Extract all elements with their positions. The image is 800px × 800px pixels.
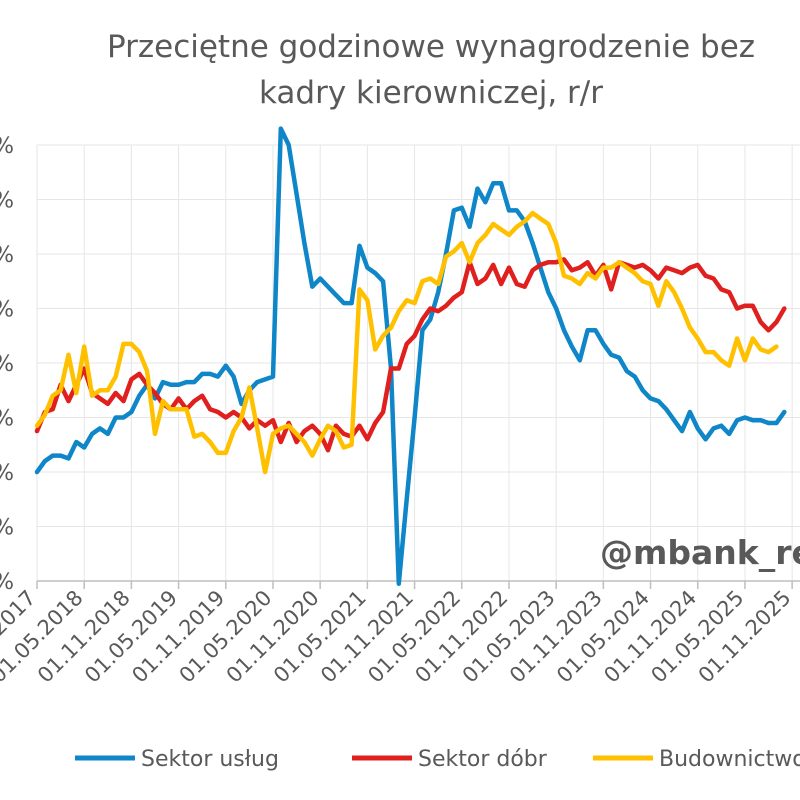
- series-line-sektor-usług: [34, 126, 787, 586]
- chart-title-line-1: Przeciętne godzinowe wynagrodzenie bez: [107, 29, 755, 65]
- y-tick-label: %: [0, 516, 14, 541]
- legend-label: Budownictwo: [659, 747, 800, 772]
- y-tick-label: %: [0, 243, 14, 268]
- y-tick-label: %: [0, 134, 14, 159]
- y-tick-label: %: [0, 298, 14, 323]
- watermark-text: @mbank_re: [600, 533, 800, 572]
- legend-label: Sektor dóbr: [418, 747, 548, 772]
- y-tick-label: %: [0, 461, 14, 486]
- legend-label: Sektor usług: [141, 747, 279, 772]
- chart-title-line-2: kadry kierowniczej, r/r: [259, 75, 603, 111]
- series-lines: [34, 126, 787, 586]
- x-axis-tick-labels: 01.11.201701.05.201801.11.201801.05.2019…: [0, 586, 796, 688]
- legend: Sektor usług Sektor dóbr Budownictwo: [75, 747, 800, 772]
- y-tick-label: %: [0, 189, 14, 214]
- grid-lines: [36, 144, 800, 589]
- y-tick-label: %: [0, 352, 14, 377]
- y-tick-label: %: [0, 407, 14, 432]
- y-axis-tick-labels: %%%%%%%%%: [0, 134, 14, 595]
- series-line-budownictwo: [34, 210, 779, 475]
- y-tick-label: %: [0, 570, 14, 595]
